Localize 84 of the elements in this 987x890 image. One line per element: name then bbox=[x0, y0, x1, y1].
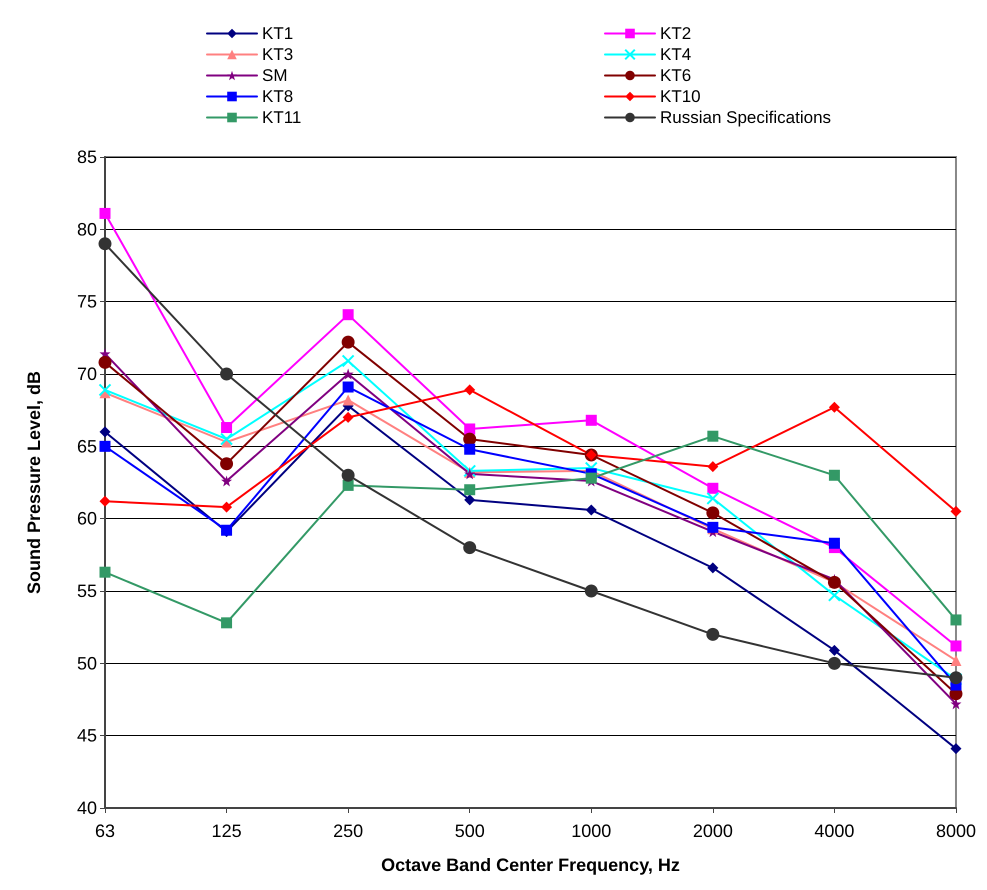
legend-label: KT1 bbox=[262, 24, 294, 43]
point bbox=[220, 457, 234, 470]
point bbox=[464, 444, 476, 455]
y-tick-label: 60 bbox=[76, 508, 97, 529]
point bbox=[221, 422, 232, 434]
y-tick-label: 55 bbox=[76, 581, 97, 601]
point bbox=[707, 461, 718, 472]
point bbox=[463, 464, 476, 478]
legend-label: Russian Specifications bbox=[660, 108, 832, 127]
legend-label: KT6 bbox=[660, 66, 692, 85]
point bbox=[221, 617, 232, 628]
legend-label: KT2 bbox=[660, 24, 692, 43]
point bbox=[707, 482, 718, 494]
point bbox=[828, 588, 841, 602]
point bbox=[342, 412, 354, 423]
point bbox=[706, 506, 720, 520]
legend-label: KT10 bbox=[660, 87, 701, 106]
point bbox=[221, 502, 232, 513]
x-tick-label: 1000 bbox=[571, 821, 612, 841]
point bbox=[342, 394, 354, 406]
point bbox=[707, 430, 718, 442]
y-tick-label: 85 bbox=[76, 147, 97, 167]
point bbox=[221, 476, 232, 487]
point bbox=[342, 309, 354, 320]
point bbox=[100, 440, 110, 452]
x-tick-label: 125 bbox=[212, 821, 242, 841]
point bbox=[828, 470, 840, 481]
point bbox=[342, 368, 354, 380]
y-tick-label: 65 bbox=[76, 436, 97, 456]
point bbox=[950, 640, 962, 652]
point bbox=[828, 656, 841, 670]
point bbox=[342, 336, 355, 349]
x-tick-label: 8000 bbox=[936, 821, 976, 841]
point bbox=[707, 562, 718, 574]
legend-label: KT3 bbox=[262, 45, 294, 64]
legend-label: SM bbox=[262, 66, 288, 85]
point bbox=[586, 414, 597, 426]
point bbox=[706, 628, 720, 641]
point bbox=[584, 584, 598, 598]
point bbox=[463, 541, 476, 554]
x-tick-label: 250 bbox=[333, 821, 364, 841]
y-tick-label: 70 bbox=[76, 364, 97, 384]
point bbox=[464, 494, 476, 506]
point bbox=[100, 566, 110, 578]
point bbox=[220, 432, 234, 446]
point bbox=[828, 644, 840, 656]
point bbox=[98, 237, 112, 250]
y-tick-label: 80 bbox=[76, 219, 97, 240]
point bbox=[828, 402, 840, 413]
point bbox=[706, 492, 720, 505]
point bbox=[828, 538, 840, 549]
point bbox=[98, 383, 112, 396]
x-tick-label: 63 bbox=[94, 821, 116, 841]
point bbox=[950, 654, 962, 666]
point bbox=[342, 382, 354, 393]
point bbox=[950, 506, 962, 517]
point bbox=[342, 354, 355, 368]
x-axis-title: Octave Band Center Frequency, Hz bbox=[381, 855, 680, 875]
point bbox=[950, 743, 962, 754]
point bbox=[220, 368, 234, 380]
x-tick-label: 4000 bbox=[814, 821, 854, 841]
point bbox=[100, 496, 110, 507]
point bbox=[950, 614, 962, 626]
point bbox=[586, 504, 597, 516]
x-tick-label: 2000 bbox=[692, 821, 733, 841]
point bbox=[98, 356, 112, 369]
point bbox=[584, 462, 598, 475]
point bbox=[342, 480, 354, 491]
x-tick-label: 500 bbox=[454, 821, 485, 841]
legend-label: KT8 bbox=[262, 87, 294, 106]
point bbox=[342, 468, 355, 482]
point bbox=[464, 423, 476, 434]
y-tick-label: 75 bbox=[76, 292, 97, 312]
y-tick-label: 45 bbox=[76, 726, 97, 746]
point bbox=[464, 484, 476, 496]
y-axis-title: Sound Pressure Level, dB bbox=[24, 370, 44, 594]
legend-label: KT4 bbox=[660, 45, 692, 64]
point bbox=[100, 426, 110, 438]
point bbox=[586, 472, 597, 484]
point bbox=[464, 384, 476, 396]
y-tick-label: 50 bbox=[76, 653, 97, 674]
legend-label: KT11 bbox=[262, 108, 302, 127]
y-tick-label: 40 bbox=[76, 798, 97, 818]
point bbox=[100, 208, 110, 219]
